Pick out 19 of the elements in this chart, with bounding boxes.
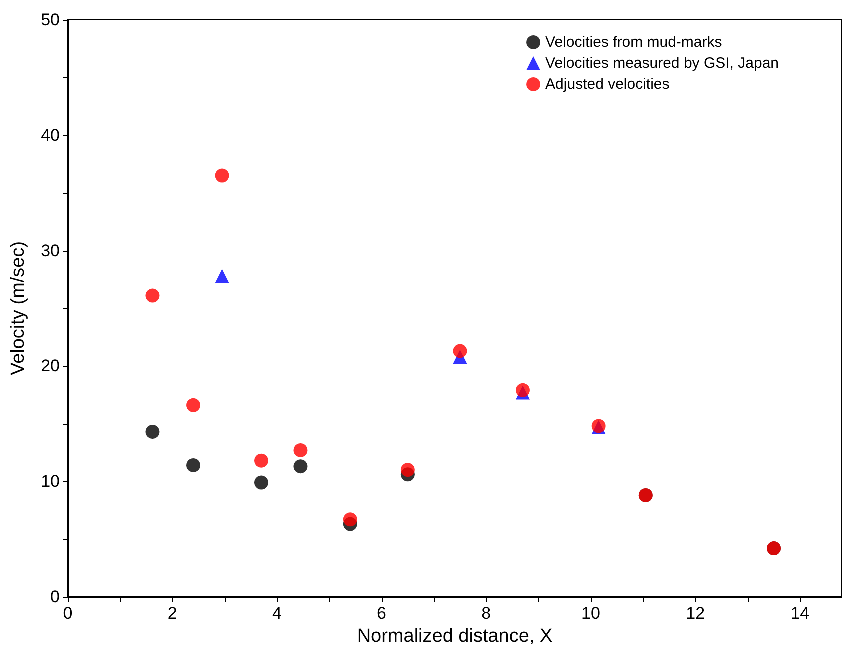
- x-axis-title: Normalized distance, X: [357, 626, 553, 647]
- y-axis-title: Velocity (m/sec): [8, 241, 29, 376]
- x-tick-label: 6: [377, 604, 387, 623]
- y-tick-label: 20: [41, 356, 60, 376]
- legend-label: Velocities measured by GSI, Japan: [546, 55, 780, 72]
- legend-label: Adjusted velocities: [546, 76, 670, 93]
- y-tick-label: 50: [41, 10, 60, 30]
- y-tick-label: 30: [41, 241, 60, 260]
- y-tick-label: 40: [41, 126, 60, 145]
- x-tick-label: 8: [482, 604, 492, 623]
- x-tick-label: 14: [790, 604, 810, 623]
- y-tick-label: 0: [50, 588, 60, 606]
- x-tick-label: 12: [686, 604, 706, 623]
- x-tick-label: 2: [168, 604, 178, 623]
- x-tick-label: 10: [582, 604, 600, 623]
- x-tick-label: 4: [272, 604, 282, 623]
- y-tick-label: 10: [41, 472, 60, 492]
- x-tick-label: 0: [63, 604, 73, 623]
- legend-label: Velocities from mud-marks: [546, 34, 722, 51]
